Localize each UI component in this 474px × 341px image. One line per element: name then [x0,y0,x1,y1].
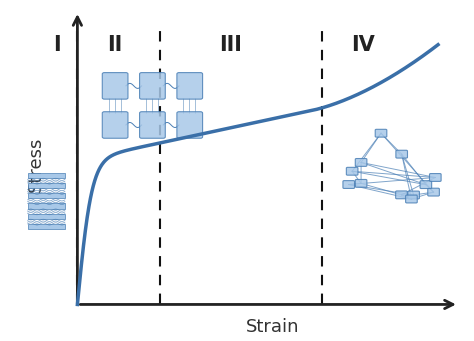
FancyBboxPatch shape [356,179,367,187]
Bar [27,224,65,229]
FancyBboxPatch shape [375,129,387,137]
Text: I: I [53,35,61,55]
FancyBboxPatch shape [343,181,355,189]
FancyBboxPatch shape [406,195,417,203]
Bar [27,204,65,209]
FancyBboxPatch shape [346,167,358,175]
FancyBboxPatch shape [177,112,202,138]
FancyBboxPatch shape [102,73,128,99]
FancyBboxPatch shape [356,159,367,166]
FancyBboxPatch shape [429,174,441,181]
FancyBboxPatch shape [396,150,408,158]
Bar [27,173,65,178]
Text: Stress: Stress [27,137,45,192]
Text: Strain: Strain [246,318,299,336]
FancyBboxPatch shape [139,73,165,99]
FancyBboxPatch shape [102,112,128,138]
Bar [27,214,65,219]
FancyBboxPatch shape [177,73,202,99]
Bar [27,183,65,188]
FancyBboxPatch shape [396,191,407,199]
FancyBboxPatch shape [139,112,165,138]
Text: IV: IV [352,35,375,55]
Bar [27,193,65,198]
FancyBboxPatch shape [420,181,432,189]
Text: III: III [219,35,242,55]
Text: II: II [107,35,122,55]
FancyBboxPatch shape [408,191,419,199]
FancyBboxPatch shape [428,188,439,196]
